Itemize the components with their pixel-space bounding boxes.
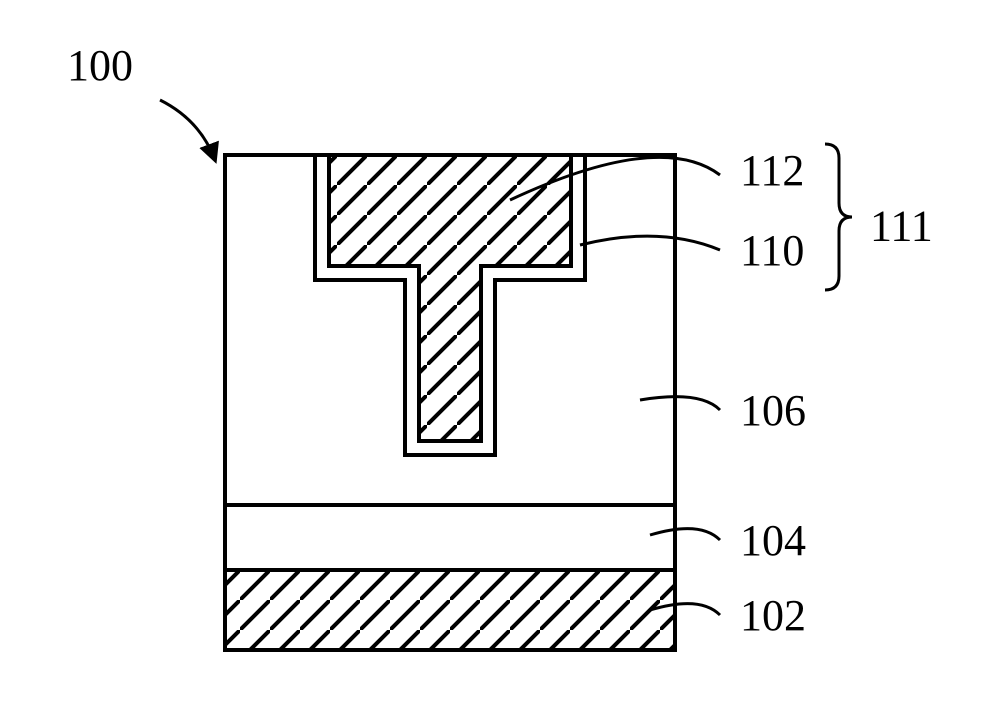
label-110: 110 — [740, 226, 804, 275]
layer-104 — [225, 505, 675, 570]
plug-112 — [329, 155, 571, 441]
label-102: 102 — [740, 591, 806, 640]
label-106: 106 — [740, 386, 806, 435]
leader-110 — [580, 236, 720, 250]
leader-106 — [640, 397, 720, 410]
arrow-100 — [160, 100, 215, 160]
label-104: 104 — [740, 516, 806, 565]
label-111: 111 — [870, 201, 933, 250]
label-100: 100 — [67, 41, 133, 90]
layer-102 — [225, 570, 675, 650]
brace-111 — [825, 144, 852, 290]
label-112: 112 — [740, 146, 804, 195]
